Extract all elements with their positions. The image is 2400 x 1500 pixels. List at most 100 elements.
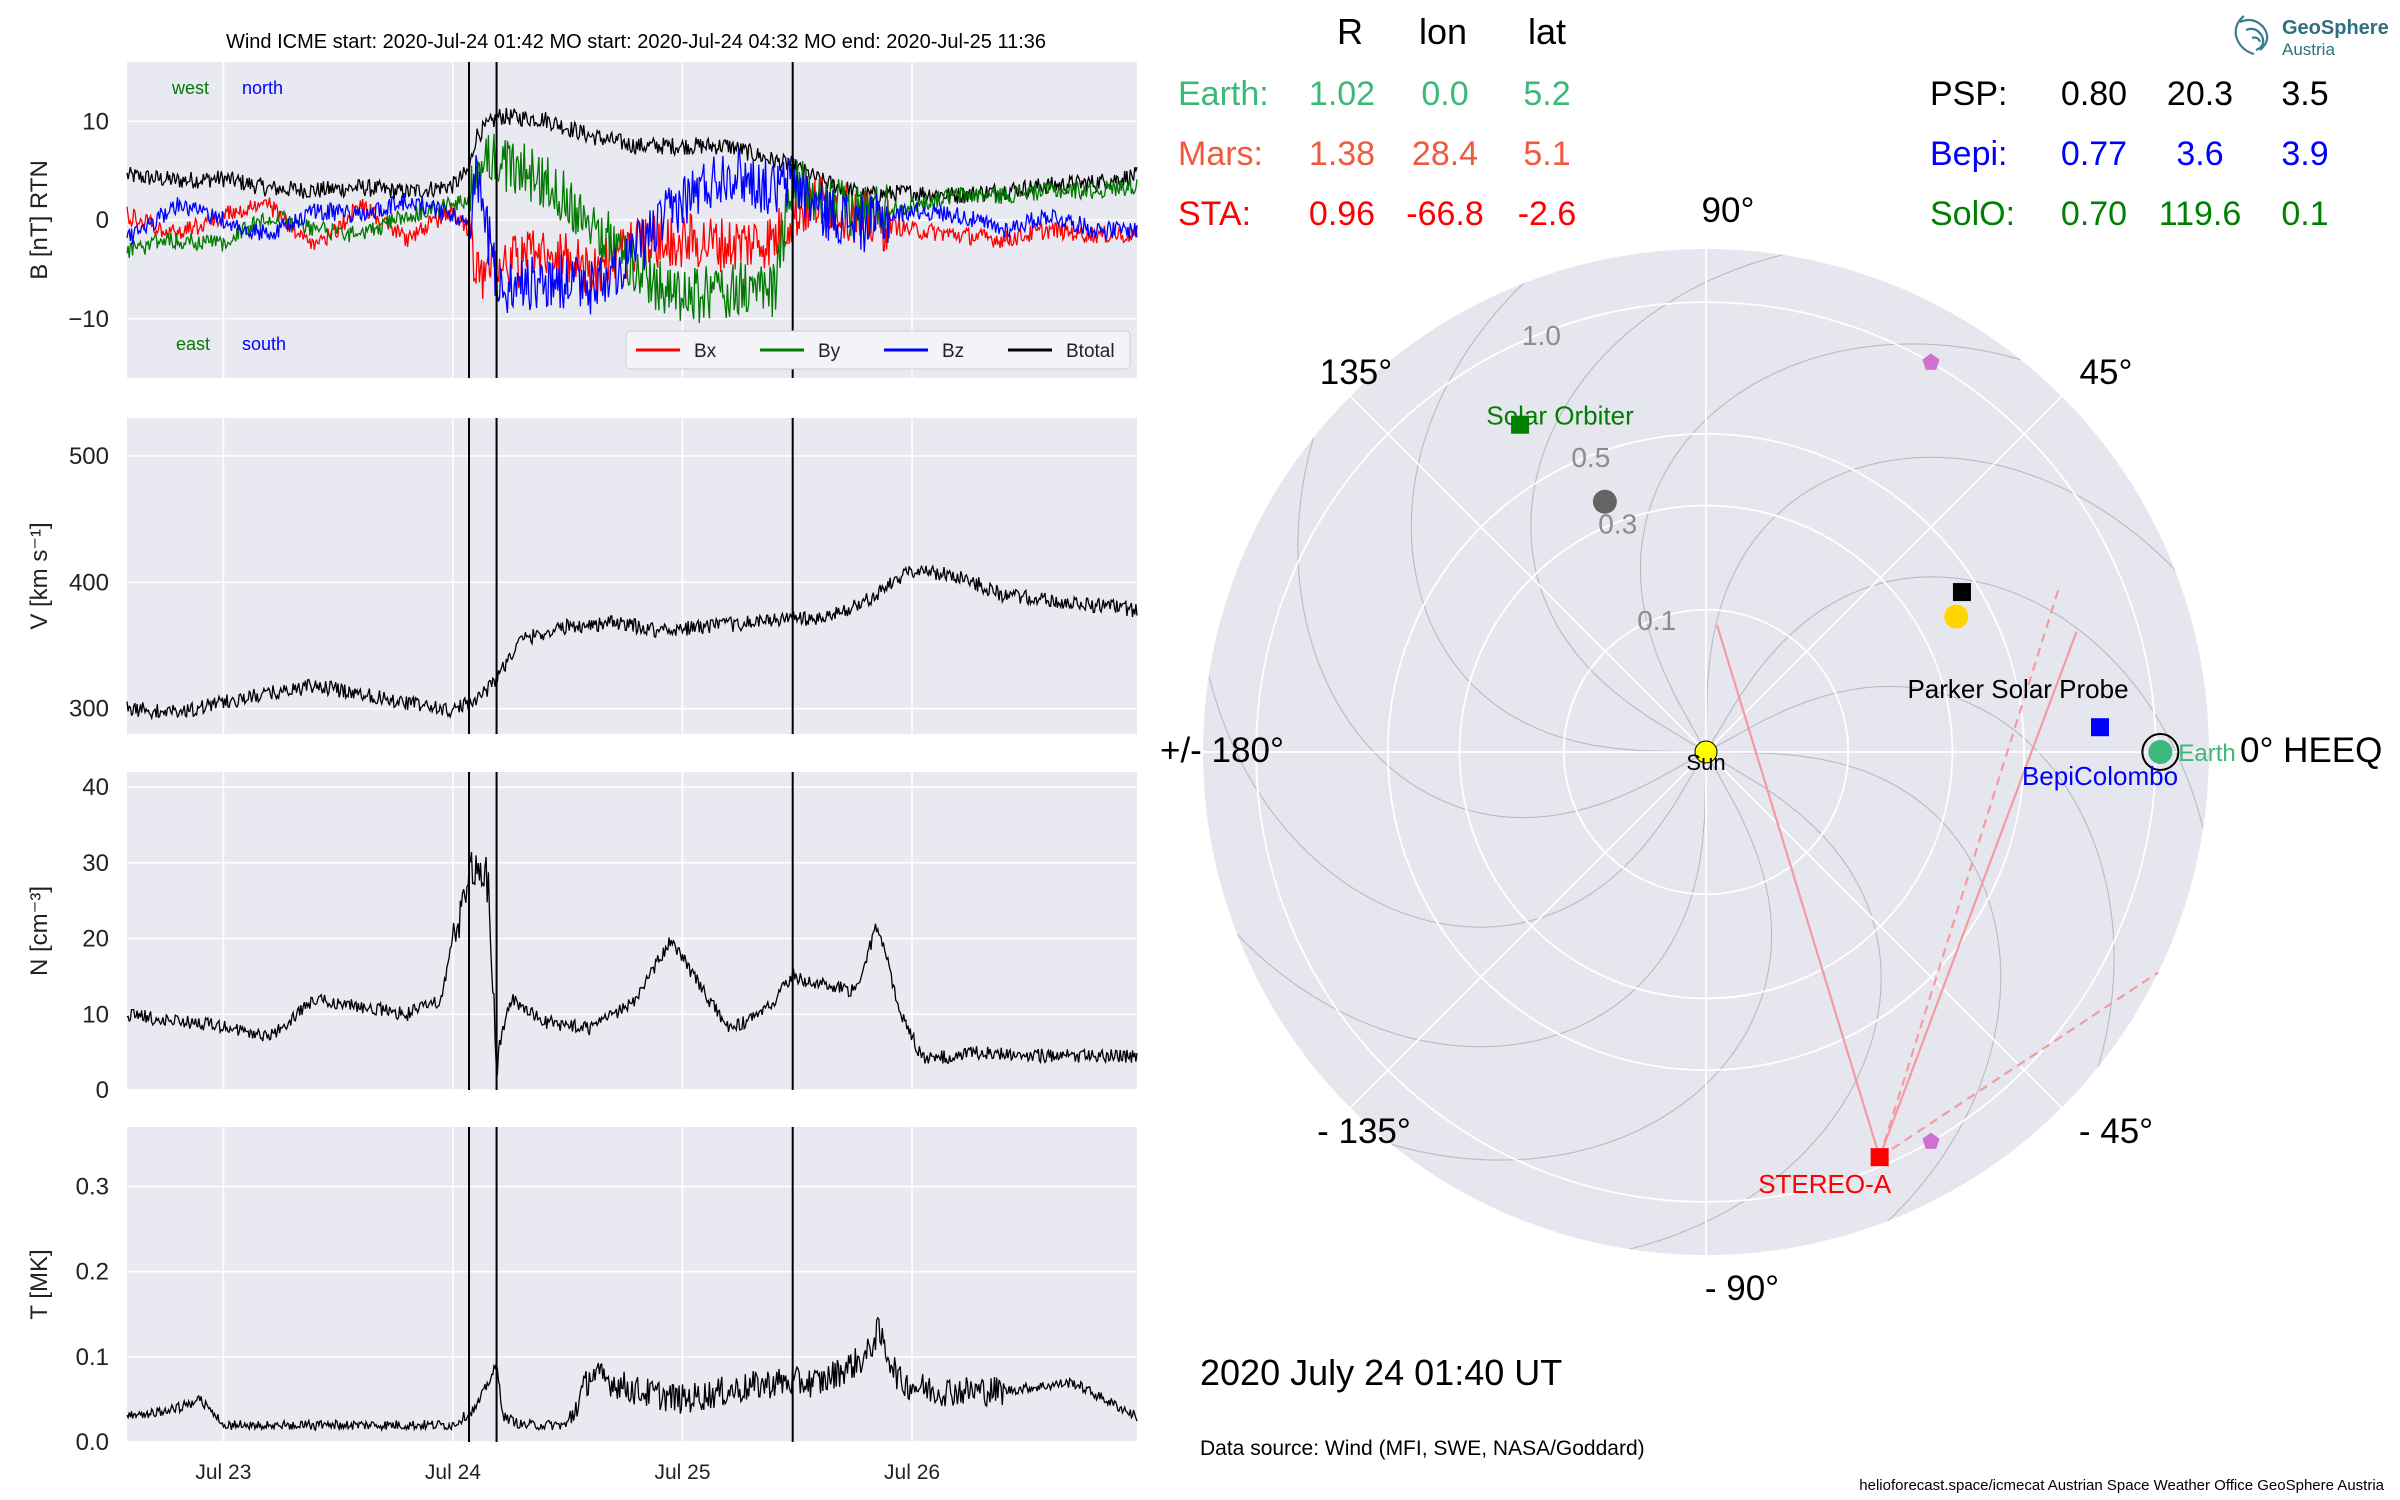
label-stereo-a: STEREO-A [1758,1169,1892,1199]
y-tick-label: 300 [69,696,109,723]
angle-label: - 135° [1317,1112,1411,1151]
table-cell-r: 0.70 [2061,195,2127,233]
earth-orbit-ring [2141,733,2180,771]
angle-gridline [1705,751,2063,1109]
y-tick-label: 0 [96,1077,109,1104]
parker-spiral [1236,751,1707,1048]
x-tick-label: Jul 24 [425,1461,481,1484]
cme-line-dashed [1878,587,2061,1158]
angle-label: 90° [1702,191,1755,230]
marker-l5-point [1922,1132,1940,1149]
label-solar-orbiter: Solar Orbiter [1486,401,1634,431]
marker-mercury [1592,489,1617,514]
label-sun: Sun [1686,750,1725,775]
corner-label-south: south [242,334,286,354]
series-line-btotal [126,107,1138,204]
table-cell-lat: 3.5 [2281,75,2328,113]
angle-label: 135° [1320,353,1392,392]
parker-spiral [1391,751,1773,1161]
y-tick-label: 400 [69,569,109,596]
marker-sun [1694,740,1718,764]
x-tick-label: Jul 23 [195,1461,251,1484]
label-bepicolombo: BepiColombo [2022,761,2178,791]
logo-line1: GeoSphere [2282,17,2389,39]
parker-spiral [1629,751,1882,1250]
marker-bepicolombo [2091,718,2110,737]
cme-line-dashed [1879,971,2159,1159]
table-cell-lat: 5.2 [1523,75,1570,113]
parker-spiral [1208,675,1707,928]
y-tick-label: 0.3 [76,1174,109,1201]
panel-background [127,772,1137,1090]
y-tick-label: 0 [96,207,109,234]
panel-0: −10 0 10 B [nT] RTN west north east south Bx By Bz… [26,62,1138,378]
table-cell-lon: -66.8 [1406,195,1484,233]
table-header-lon: lon [1419,11,1467,52]
data-source-label: Data source: Wind (MFI, SWE, NASA/Goddar… [1200,1437,1645,1460]
panel-1: 300 400 500 V [km s⁻¹] [26,418,1138,734]
angle-label: +/- 180° [1160,731,1284,770]
table-cell-lon: 20.3 [2167,75,2233,113]
table-cell-lon: 3.6 [2176,135,2223,173]
angle-label: - 45° [2079,1112,2153,1151]
legend: Bx By Bz Btotal [625,330,1131,370]
table-row-name: Bepi: [1930,135,2008,173]
r-tick-label: 1.0 [1522,320,1561,351]
parker-spirals [1208,254,2204,1250]
r-tick-label: 0.1 [1637,605,1676,636]
angle-label: 0° HEEQ [2240,731,2382,770]
cme-line-solid [1878,631,2078,1158]
parker-spiral [1705,685,2115,1067]
legend-label-btotal: Btotal [1066,341,1115,362]
angle-label: 45° [2080,353,2133,392]
y-tick-label: 30 [82,850,109,877]
table-cell-lat: 5.1 [1523,135,1570,173]
panel-2: 0 10 20 30 40 N [cm⁻³] [26,772,1138,1104]
x-tick-label: Jul 25 [654,1461,710,1484]
panel-background [127,1127,1137,1442]
marker-mars [1944,604,1969,629]
table-row-name: Earth: [1178,75,1269,113]
table-cell-lon: 0.0 [1421,75,1468,113]
parker-spiral [1530,254,1783,753]
corner-label-west: west [171,78,209,98]
table-cell-lat: -2.6 [1518,195,1577,233]
label-parker-solar-probe: Parker Solar Probe [1907,674,2128,704]
table-cell-r: 0.96 [1309,195,1375,233]
y-tick-label: 20 [82,926,109,953]
parker-spiral [1410,282,1707,753]
parker-spiral [1705,751,2002,1222]
parker-spiral [1297,437,1707,819]
timestamp-label: 2020 July 24 01:40 UT [1200,1352,1562,1393]
corner-label-north: north [242,78,283,98]
y-tick-label: 10 [82,108,109,135]
y-tick-label: 40 [82,774,109,801]
series-line-n [126,851,1138,1076]
table-cell-r: 1.38 [1309,135,1375,173]
y-tick-label: −10 [68,306,109,333]
legend-label-bx: Bx [694,341,717,362]
legend-label-by: By [818,341,841,362]
y-tick-label: 0.0 [76,1429,109,1456]
table-header-lat: lat [1528,11,1566,52]
parker-spiral [1639,343,2021,753]
y-axis-label: N [cm⁻³] [26,886,53,976]
parker-spiral [1705,576,2204,829]
y-axis-label: V [km s⁻¹] [26,522,53,629]
angle-gridline [1705,395,2063,753]
legend-box [625,330,1131,370]
series-line-bz [126,148,1138,315]
panel-3: 0.0 0.1 0.2 0.3 Jul 23 Jul 24 Jul 25 Jul 26 T [M… [26,1127,1138,1484]
credits-label: helioforecast.space/icmecat Austrian Spa… [1859,1477,2384,1494]
angle-gridline [1349,395,1707,753]
y-axis-label: T [MK] [26,1249,53,1319]
plot-title: Wind ICME start: 2020-Jul-24 01:42 MO st… [226,31,1046,53]
table-cell-lon: 119.6 [2159,195,2242,233]
x-tick-label: Jul 26 [884,1461,940,1484]
label-earth: Earth [2178,740,2235,767]
angle-label: - 90° [1705,1269,1779,1308]
geosphere-logo-icon [2234,15,2269,56]
